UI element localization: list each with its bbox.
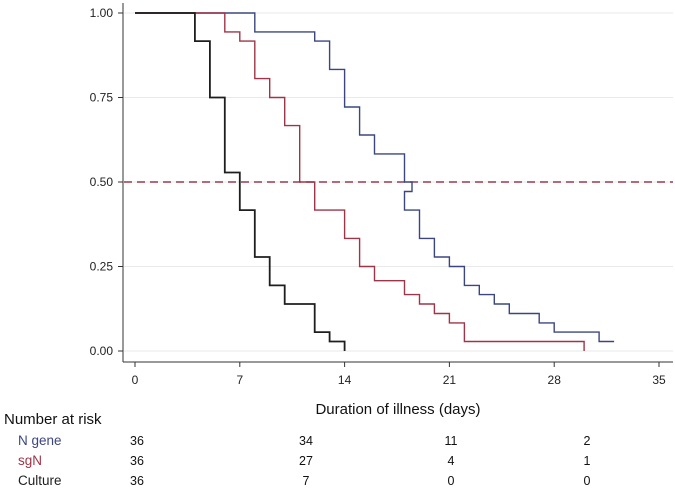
risk-table-title: Number at risk <box>4 411 102 428</box>
risk-value: 11 <box>444 434 458 448</box>
x-tick-label: 7 <box>236 373 243 387</box>
survival-curves <box>135 12 615 351</box>
risk-value: 34 <box>299 434 313 448</box>
risk-value: 0 <box>583 474 591 488</box>
risk-value: 0 <box>447 474 455 488</box>
risk-row-label-sgn: sgN <box>18 453 43 468</box>
risk-value: 27 <box>299 454 313 468</box>
risk-value: 36 <box>130 454 144 468</box>
y-tick-label: 0.25 <box>90 260 114 274</box>
x-tick-label: 0 <box>132 373 139 387</box>
risk-value: 36 <box>130 474 144 488</box>
y-tick-label: 0.50 <box>90 175 114 189</box>
y-tick-label: 0.75 <box>90 91 114 105</box>
risk-row-label-culture: Culture <box>18 473 62 488</box>
risk-value: 36 <box>130 434 144 448</box>
x-tick-label: 28 <box>548 373 562 387</box>
y-tick-label: 1.00 <box>90 6 114 20</box>
y-ticks: 0.00 0.25 0.50 0.75 1.00 <box>90 6 123 358</box>
y-tick-label: 0.00 <box>90 344 114 358</box>
x-tick-label: 35 <box>652 373 666 387</box>
series-line-sgn <box>135 12 585 351</box>
series-line-culture <box>135 12 346 351</box>
risk-value: 2 <box>583 434 591 448</box>
risk-value: 1 <box>583 454 591 468</box>
x-tick-label: 14 <box>338 373 352 387</box>
series-line-n-gene <box>135 12 615 343</box>
risk-value: 4 <box>447 454 455 468</box>
x-tick-label: 21 <box>443 373 457 387</box>
x-ticks: 0 7 14 21 28 35 <box>132 362 666 387</box>
risk-row-label-n-gene: N gene <box>18 433 62 448</box>
risk-value: 7 <box>302 474 310 488</box>
x-axis-title: Duration of illness (days) <box>315 401 480 418</box>
